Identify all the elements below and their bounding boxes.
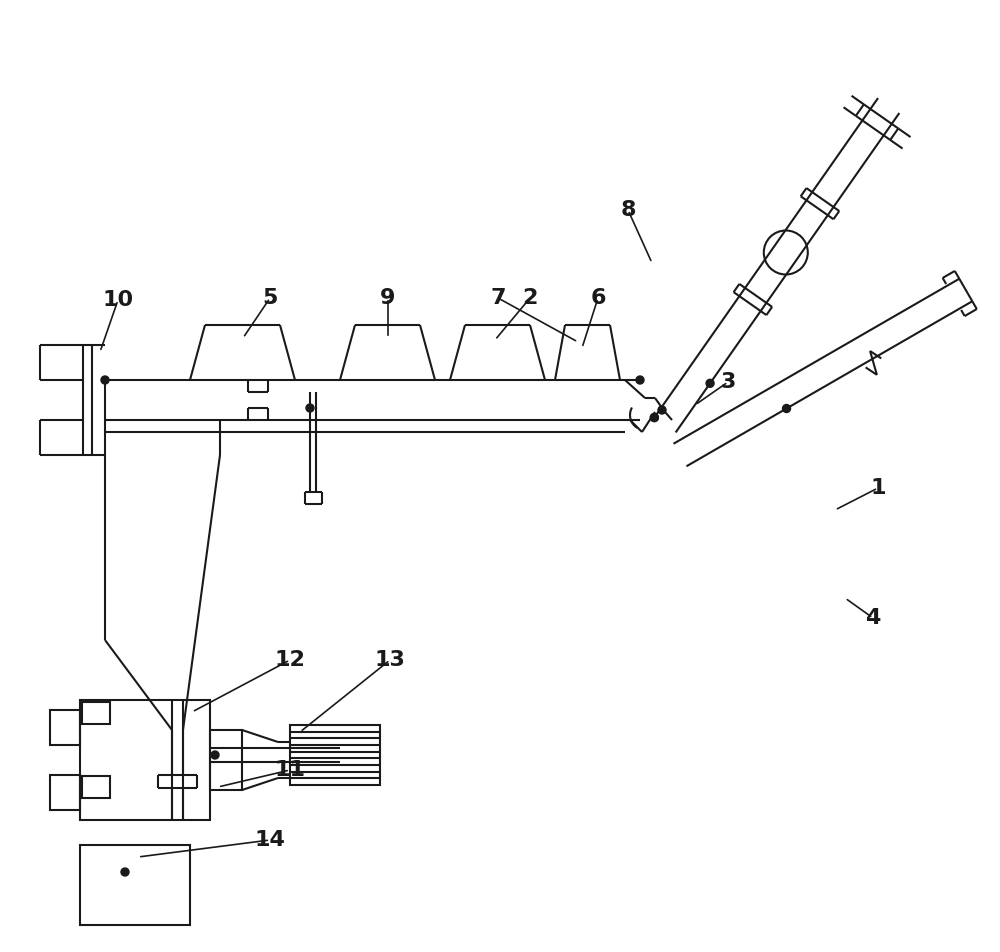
- Text: 5: 5: [262, 288, 278, 308]
- Circle shape: [650, 413, 658, 422]
- Text: 4: 4: [865, 608, 881, 628]
- Bar: [80, 700, 210, 820]
- Bar: [210, 730, 242, 790]
- Circle shape: [650, 413, 658, 422]
- Text: 11: 11: [274, 760, 306, 780]
- Text: 2: 2: [522, 288, 538, 308]
- Bar: [82, 776, 110, 798]
- Bar: [50, 710, 80, 745]
- Bar: [50, 775, 80, 810]
- Bar: [290, 725, 380, 785]
- Circle shape: [121, 868, 129, 876]
- Text: 12: 12: [275, 650, 305, 670]
- Circle shape: [658, 406, 666, 414]
- Circle shape: [101, 376, 109, 384]
- Circle shape: [211, 751, 219, 759]
- Circle shape: [306, 404, 314, 412]
- Text: 7: 7: [490, 288, 506, 308]
- Text: 1: 1: [870, 478, 886, 498]
- Text: 10: 10: [102, 290, 134, 310]
- Text: 3: 3: [720, 372, 736, 392]
- Bar: [80, 845, 190, 925]
- Bar: [82, 702, 110, 724]
- Text: 6: 6: [590, 288, 606, 308]
- Circle shape: [783, 405, 791, 412]
- Circle shape: [706, 379, 714, 387]
- Text: 13: 13: [375, 650, 405, 670]
- Circle shape: [636, 376, 644, 384]
- Text: 8: 8: [620, 200, 636, 220]
- Text: 9: 9: [380, 288, 396, 308]
- Text: 14: 14: [255, 830, 285, 850]
